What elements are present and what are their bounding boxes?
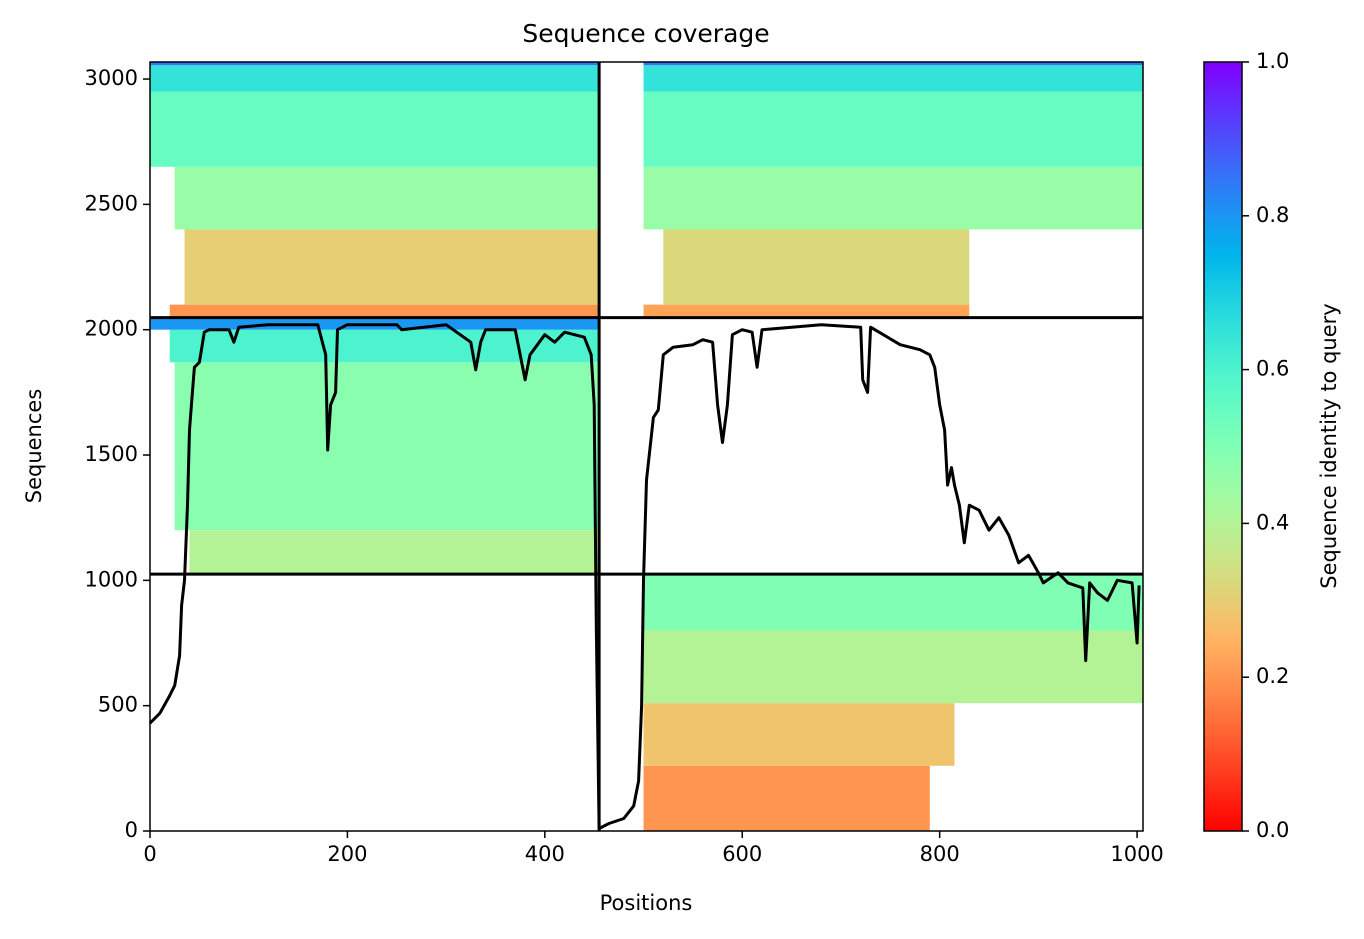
x-tick-label: 800 [920,842,960,866]
y-tick-label: 0 [125,818,138,842]
x-tick-label: 600 [722,842,762,866]
coverage-block [643,765,930,831]
y-tick-label: 2000 [85,317,138,341]
colorbar-tick-label: 0.6 [1256,357,1289,381]
chart-title: Sequence coverage [522,19,769,48]
coverage-block [189,530,600,575]
coverage-block [643,62,1143,66]
coverage-block [643,574,1143,631]
coverage-line [148,323,1141,830]
coverage-block [174,362,600,531]
plot-frame [149,61,1144,832]
coverage-block [663,229,970,305]
coverage-block [150,65,600,92]
x-tick-label: 0 [143,842,156,866]
coverage-block [169,304,600,318]
colorbar-tick-label: 0.0 [1256,818,1289,842]
colorbar-tick-label: 0.4 [1256,510,1289,534]
coverage-block [169,329,600,363]
coverage-block [643,304,970,318]
coverage-block [174,166,600,230]
colorbar-tick-label: 0.8 [1256,203,1289,227]
x-tick-label: 1000 [1110,842,1163,866]
x-tick-label: 400 [525,842,565,866]
colorbar-label: Sequence identity to query [1317,303,1341,588]
coverage-block [643,630,1143,704]
x-axis-label: Positions [600,891,693,915]
y-tick-label: 2500 [85,191,138,215]
y-tick-label: 3000 [85,66,138,90]
x-tick-label: 200 [327,842,367,866]
coverage-block [643,65,1143,92]
coverage-block [150,62,600,66]
coverage-block [150,91,600,167]
coverage-block [643,703,955,766]
colorbar [1203,61,1243,832]
coverage-block [184,229,600,305]
y-axis-label: Sequences [22,389,46,504]
y-tick-label: 1500 [85,442,138,466]
y-tick-label: 500 [98,693,138,717]
colorbar-tick-label: 0.2 [1256,664,1289,688]
colorbar-tick-label: 1.0 [1256,49,1289,73]
y-tick-label: 1000 [85,567,138,591]
plot-area [148,62,1143,831]
coverage-block [643,166,1143,230]
coverage-block [643,91,1143,167]
